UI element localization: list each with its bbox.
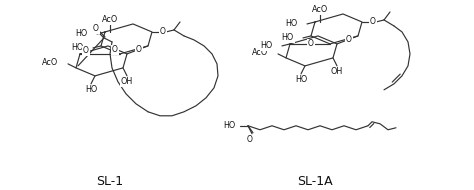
Text: OH: OH <box>331 67 343 76</box>
Text: O: O <box>93 25 99 33</box>
Text: SL-1: SL-1 <box>96 175 124 188</box>
Text: O: O <box>308 39 314 48</box>
Text: OH: OH <box>121 77 133 86</box>
Text: HO: HO <box>85 85 97 94</box>
Text: AcO: AcO <box>312 6 328 14</box>
Text: O: O <box>83 46 89 55</box>
Text: O: O <box>160 27 166 36</box>
Text: HO: HO <box>295 75 307 84</box>
Text: HO: HO <box>72 43 84 52</box>
Text: O: O <box>112 45 118 54</box>
Text: O: O <box>247 135 253 144</box>
Text: SL-1A: SL-1A <box>297 175 333 188</box>
Text: AcO: AcO <box>42 58 58 67</box>
Text: O: O <box>370 17 376 26</box>
Text: HO: HO <box>261 41 273 50</box>
Text: AcO: AcO <box>102 15 118 25</box>
Text: O: O <box>346 35 352 44</box>
Text: HO: HO <box>76 29 88 38</box>
Text: AcO: AcO <box>252 48 268 57</box>
Text: HO: HO <box>224 121 236 130</box>
Text: HO: HO <box>286 19 298 28</box>
Text: HO: HO <box>282 33 294 42</box>
Text: O: O <box>136 45 142 54</box>
